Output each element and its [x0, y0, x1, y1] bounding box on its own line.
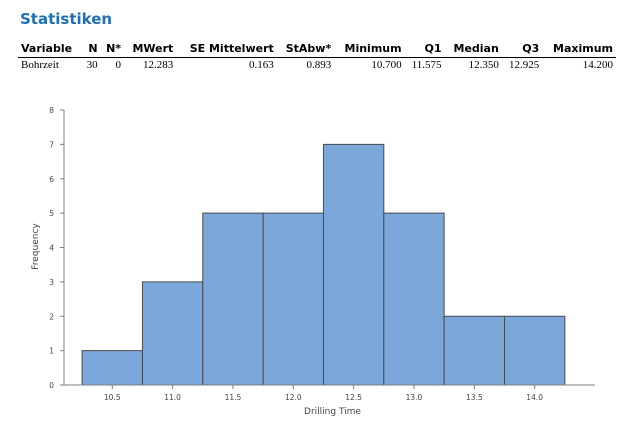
section-title: Statistiken — [20, 10, 113, 28]
y-tick-label: 7 — [49, 140, 54, 149]
table-cell: Bohrzeit — [21, 59, 59, 71]
table-row: Bohrzeit 30 0 12.283 0.163 0.893 10.700 11.575 1… — [18, 58, 616, 72]
column-header: MWert — [124, 42, 177, 58]
histogram-bar — [81, 350, 143, 386]
x-tick-label: 12.0 — [285, 393, 302, 402]
column-header: Minimum — [334, 42, 405, 58]
y-tick-label: 0 — [49, 381, 54, 390]
x-tick-label: 12.5 — [345, 393, 362, 402]
histogram-bar — [262, 212, 324, 386]
table-cell: 11.575 — [411, 59, 442, 71]
column-header: StAbw* — [276, 42, 335, 58]
column-header: Variable — [18, 42, 82, 58]
table-cell: 12.925 — [509, 59, 540, 71]
histogram-bar — [202, 212, 264, 386]
y-tick-label: 6 — [49, 175, 54, 184]
table-cell: 12.283 — [143, 59, 174, 71]
x-tick-label: 14.0 — [526, 393, 543, 402]
column-header: N* — [100, 42, 125, 58]
table-cell: 0 — [115, 59, 122, 71]
column-header: N — [81, 42, 101, 58]
table-cell: 10.700 — [371, 59, 402, 71]
x-tick-label: 13.5 — [466, 393, 483, 402]
x-tick-label: 11.0 — [164, 393, 181, 402]
column-header: Median — [444, 42, 502, 58]
y-tick-label: 4 — [49, 244, 54, 253]
column-header: Maximum — [542, 42, 616, 58]
y-axis-label: Frequency — [31, 223, 41, 270]
y-tick-label: 1 — [49, 347, 54, 356]
histogram-bar — [383, 212, 445, 386]
x-tick-label: 11.5 — [225, 393, 242, 402]
column-header: SE Mittelwert — [176, 42, 277, 58]
y-tick-label: 8 — [49, 106, 54, 115]
table-cell: 0.163 — [249, 59, 274, 71]
column-header: Q1 — [404, 42, 445, 58]
histogram-bar — [141, 281, 204, 386]
column-header: Q3 — [501, 42, 543, 58]
table-cell: 12.350 — [468, 59, 499, 71]
statistics-table: Variable N N* MWert SE Mittelwert StAbw* Minim… — [18, 42, 616, 71]
table-cell: 30 — [86, 59, 98, 71]
x-tick-label: 13.0 — [406, 393, 423, 402]
histogram-bar — [443, 315, 505, 386]
table-cell: 0.893 — [306, 59, 332, 71]
y-tick-label: 3 — [49, 278, 54, 287]
histogram-bar — [322, 143, 385, 386]
table-header-row: Variable N N* MWert SE Mittelwert StAbw* Minim… — [18, 42, 616, 58]
y-tick-label: 2 — [49, 312, 54, 321]
x-tick-label: 10.5 — [104, 393, 121, 402]
y-tick-label: 5 — [49, 209, 54, 218]
x-axis-label: Drilling Time — [304, 407, 361, 417]
table-body: Bohrzeit 30 0 12.283 0.163 0.893 10.700 11.575 1… — [18, 58, 616, 72]
histogram-bar — [503, 315, 566, 386]
table-cell: 14.200 — [582, 59, 613, 71]
